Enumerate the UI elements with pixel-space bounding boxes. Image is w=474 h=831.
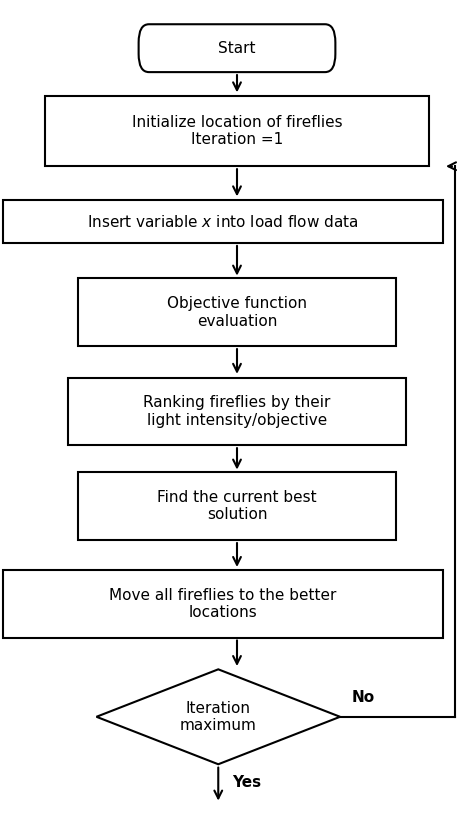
Bar [68, 377, 406, 445]
FancyBboxPatch shape [138, 24, 336, 72]
Text: Iteration
maximum: Iteration maximum [180, 701, 257, 733]
Text: Insert variable $x$ into load flow data: Insert variable $x$ into load flow data [87, 214, 359, 229]
Text: Move all fireflies to the better
locations: Move all fireflies to the better locatio… [109, 588, 337, 620]
Bar [3, 570, 443, 637]
Text: Find the current best
solution: Find the current best solution [157, 490, 317, 523]
Bar [78, 278, 396, 347]
Bar [78, 473, 396, 540]
Text: No: No [352, 691, 375, 706]
Text: Yes: Yes [232, 775, 262, 790]
Polygon shape [97, 669, 340, 765]
Bar [45, 96, 429, 166]
Text: Objective function
evaluation: Objective function evaluation [167, 296, 307, 328]
Text: Start: Start [218, 41, 256, 56]
Text: Ranking fireflies by their
light intensity/objective: Ranking fireflies by their light intensi… [143, 396, 331, 428]
Bar [3, 200, 443, 243]
Text: Initialize location of fireflies
Iteration =1: Initialize location of fireflies Iterati… [132, 115, 342, 147]
